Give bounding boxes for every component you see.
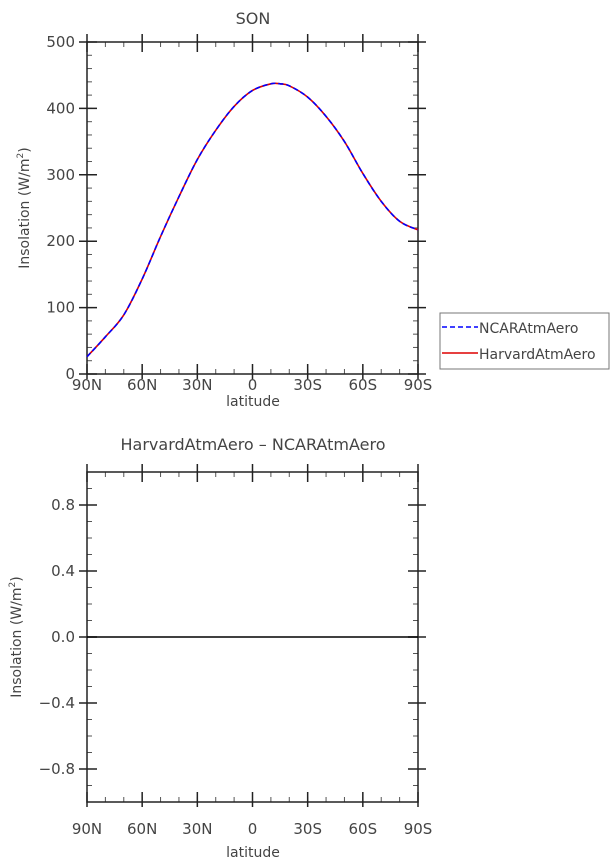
bottom-xlabel: latitude: [226, 845, 280, 861]
plot1-y-tick-label: 0: [65, 365, 75, 383]
plot2-x-tick-label: 0: [248, 820, 258, 838]
plot1-y-tick-label: 400: [46, 99, 75, 117]
plot1-frame: [86, 41, 419, 375]
plot1-x-tick-label: 60S: [349, 376, 378, 394]
plot1-x-tick-label: 90N: [72, 376, 102, 394]
top-ylabel: Insolation (W/m2): [16, 147, 33, 268]
plot1-x-tick-label: 60N: [127, 376, 157, 394]
plot2-x-tick-label: 30N: [182, 820, 212, 838]
plot1-y-tick-label: 200: [46, 232, 75, 250]
plot2-y-tick-label: 0.4: [51, 562, 75, 580]
top-title: SON: [236, 9, 271, 28]
plot2-x-tick-label: 60S: [349, 820, 378, 838]
plot2-y-tick-label: −0.8: [39, 760, 75, 778]
plot2-x-tick-label: 90S: [404, 820, 433, 838]
legend-label-ncar: NCARAtmAero: [479, 321, 578, 337]
plot1-y-tick-label: 100: [46, 299, 75, 317]
plot1-x-tick-label: 30N: [182, 376, 212, 394]
bottom-title: HarvardAtmAero – NCARAtmAero: [121, 435, 386, 454]
plot1-series-line-harvardatmaero: [86, 82, 419, 358]
legend: NCARAtmAero HarvardAtmAero: [439, 312, 610, 370]
plot1-x-tick-label: 90S: [404, 376, 433, 394]
legend-box: [439, 312, 610, 370]
plot2-x-tick-label: 30S: [293, 820, 322, 838]
plot1-x-tick-label: 0: [248, 376, 258, 394]
plot1-y-tick-label: 300: [46, 166, 75, 184]
plot1-x-tick-label: 30S: [293, 376, 322, 394]
plot2-y-tick-label: −0.4: [39, 694, 75, 712]
plot2-x-tick-label: 90N: [72, 820, 102, 838]
plot2-y-tick-label: 0.0: [51, 628, 75, 646]
bottom-ylabel: Insolation (W/m2): [8, 576, 25, 697]
plot1-y-tick-label: 500: [46, 33, 75, 51]
legend-label-harvard: HarvardAtmAero: [479, 347, 596, 363]
top-xlabel: latitude: [226, 394, 280, 410]
plot2-x-tick-label: 60N: [127, 820, 157, 838]
plot2-y-tick-label: 0.8: [51, 496, 75, 514]
plot1-series-line-ncaratmaero: [86, 82, 419, 358]
